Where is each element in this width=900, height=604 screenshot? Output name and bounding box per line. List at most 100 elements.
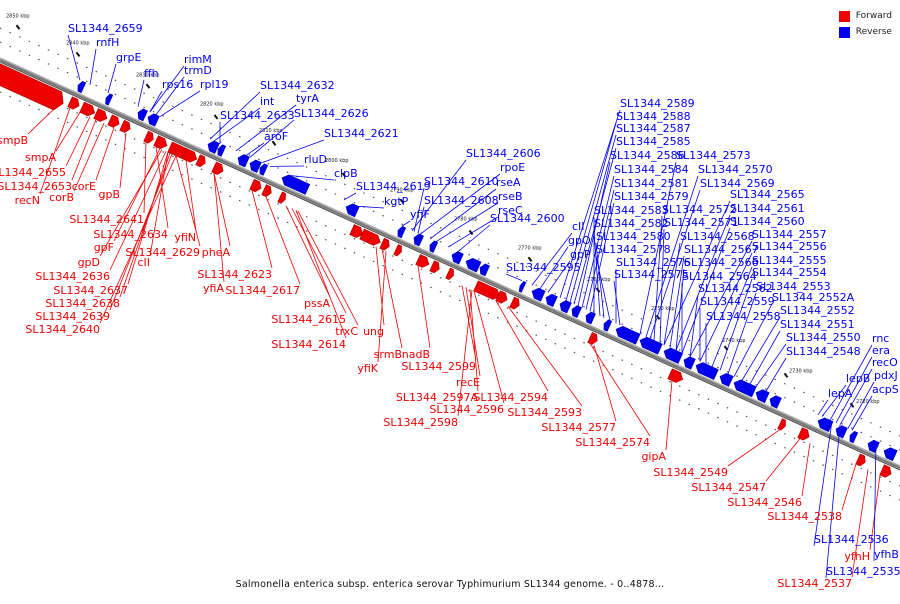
reverse-gene-label[interactable]: SL1344_2589 — [620, 97, 695, 110]
reverse-gene-label[interactable]: rseB — [498, 190, 523, 203]
reverse-gene-label[interactable]: SL1344_2659 — [68, 22, 143, 35]
forward-gene-label[interactable]: corB — [49, 191, 74, 204]
reverse-gene-label[interactable]: lepA — [828, 387, 853, 400]
reverse-gene-label[interactable]: SL1344_2572 — [662, 203, 737, 216]
forward-gene-label[interactable]: gpF — [94, 241, 114, 254]
forward-gene[interactable] — [144, 131, 156, 144]
reverse-gene-label[interactable]: SL1344_2633 — [220, 109, 295, 122]
forward-gene-label[interactable]: SL1344_2577 — [541, 421, 616, 434]
forward-gene-label[interactable]: recE — [456, 376, 480, 389]
reverse-gene-label[interactable]: clpB — [334, 167, 358, 180]
reverse-gene-label[interactable]: SL1344_2632 — [260, 79, 335, 92]
reverse-gene-label[interactable]: rpoE — [500, 161, 525, 174]
reverse-gene-label[interactable]: SL1344_2565 — [730, 188, 805, 201]
reverse-gene[interactable] — [602, 319, 612, 331]
forward-gene[interactable] — [778, 419, 788, 431]
reverse-gene-label[interactable]: SL1344_2535 — [826, 565, 900, 578]
reverse-gene-label[interactable]: SL1344_2551 — [780, 318, 855, 331]
reverse-gene-label[interactable]: SL1344_2554 — [752, 266, 827, 279]
reverse-gene-label[interactable]: gpO — [568, 234, 591, 247]
reverse-gene-label[interactable]: SL1344_2567 — [684, 243, 759, 256]
reverse-gene[interactable] — [866, 438, 880, 452]
forward-gene-label[interactable]: SL1344_2640 — [25, 323, 100, 336]
reverse-gene[interactable] — [146, 112, 160, 126]
forward-gene-label[interactable]: trxC — [335, 325, 358, 338]
reverse-gene-label[interactable]: SL1344_2570 — [698, 163, 773, 176]
reverse-gene-label[interactable]: SL1344_2566 — [684, 256, 759, 269]
reverse-gene-label[interactable]: SL1344_2550 — [786, 331, 861, 344]
forward-gene-label[interactable]: SL1344_2596 — [429, 403, 504, 416]
forward-gene-label[interactable]: SL1344_2594 — [473, 391, 548, 404]
reverse-gene-label[interactable]: rluD — [304, 153, 327, 166]
forward-gene-label[interactable]: SL1344_2617 — [225, 284, 300, 297]
forward-gene-label[interactable]: corE — [72, 180, 96, 193]
reverse-gene[interactable] — [682, 355, 696, 369]
forward-gene-label[interactable]: SL1344_2638 — [45, 297, 120, 310]
reverse-gene-label[interactable]: SL1344_2578 — [596, 243, 671, 256]
forward-gene-label[interactable]: pssA — [304, 297, 330, 310]
reverse-gene-label[interactable]: pdxJ — [874, 369, 898, 382]
reverse-gene-label[interactable]: rps16 — [162, 78, 193, 91]
reverse-gene-label[interactable]: gpP — [570, 248, 591, 261]
forward-gene-label[interactable]: SL1344_2598 — [383, 416, 458, 429]
reverse-gene-label[interactable]: SL1344_2580 — [596, 230, 671, 243]
forward-gene[interactable] — [108, 115, 122, 129]
forward-gene-label[interactable]: pheA — [202, 246, 231, 259]
reverse-gene-label[interactable]: recO — [872, 356, 898, 369]
reverse-gene[interactable] — [570, 304, 582, 317]
forward-gene-label[interactable]: yfiN — [174, 231, 196, 244]
reverse-gene-label[interactable]: SL1344_2552A — [772, 291, 855, 304]
forward-gene[interactable] — [446, 268, 456, 280]
reverse-gene-label[interactable]: SL1344_2573 — [676, 149, 751, 162]
forward-gene-label[interactable]: smpA — [25, 151, 56, 164]
reverse-gene[interactable] — [206, 139, 220, 153]
reverse-gene-label[interactable]: trmD — [184, 64, 212, 77]
forward-gene-label[interactable]: SL1344_2636 — [35, 270, 110, 283]
reverse-gene-label[interactable]: yfiF — [410, 208, 430, 221]
reverse-gene[interactable] — [412, 233, 424, 246]
forward-gene-label[interactable]: SL1344_2546 — [727, 496, 802, 509]
reverse-gene-label[interactable]: SL1344_2558 — [706, 310, 781, 323]
reverse-gene-label[interactable]: SL1344_2584 — [614, 163, 689, 176]
reverse-gene-label[interactable]: SL1344_2619 — [356, 180, 431, 193]
forward-gene[interactable] — [510, 297, 522, 310]
forward-gene[interactable] — [430, 261, 442, 274]
reverse-gene-label[interactable]: SL1344_2560 — [730, 215, 805, 228]
reverse-gene-label[interactable]: kgtP — [384, 195, 409, 208]
forward-gene[interactable] — [798, 428, 812, 442]
reverse-gene-label[interactable]: rseA — [496, 176, 521, 189]
reverse-gene-label[interactable]: SL1344_2606 — [466, 147, 541, 160]
reverse-gene[interactable] — [396, 225, 406, 237]
forward-gene-label[interactable]: SL1344_2614 — [271, 338, 346, 351]
forward-gene-label[interactable]: cII — [137, 256, 150, 269]
reverse-gene-label[interactable]: SL1344_2595 — [506, 261, 581, 274]
reverse-gene[interactable] — [768, 394, 782, 408]
reverse-gene[interactable] — [450, 250, 464, 264]
forward-gene-label[interactable]: SL1344_2599 — [401, 360, 476, 373]
forward-gene-label[interactable]: SL1344_2634 — [93, 228, 168, 241]
reverse-gene-label[interactable]: SL1344_2586 — [610, 149, 685, 162]
forward-gene-label[interactable]: yfiK — [357, 362, 378, 375]
reverse-gene-label[interactable]: SL1344_2587 — [616, 122, 691, 135]
reverse-gene-label[interactable]: SL1344_2583 — [594, 204, 669, 217]
forward-gene[interactable] — [588, 332, 600, 345]
forward-gene-label[interactable]: SL1344_2637 — [53, 284, 128, 297]
reverse-gene-label[interactable]: SL1344_2600 — [490, 212, 565, 225]
reverse-gene-label[interactable]: rpl19 — [200, 78, 229, 91]
forward-gene-label[interactable]: gpB — [98, 188, 120, 201]
forward-gene-label[interactable]: smpB — [0, 134, 28, 147]
reverse-gene-label[interactable]: SL1344_2585 — [616, 135, 691, 148]
forward-gene-label[interactable]: SL1344_2623 — [197, 268, 272, 281]
forward-gene-label[interactable]: SL1344_2655 — [0, 166, 66, 179]
reverse-gene-label[interactable]: SL1344_2579 — [614, 190, 689, 203]
reverse-gene-label[interactable]: acpS — [872, 383, 899, 396]
reverse-gene-label[interactable]: rnfH — [96, 36, 119, 49]
forward-gene-label[interactable]: srmB — [374, 348, 402, 361]
forward-gene-label[interactable]: yfiA — [203, 282, 224, 295]
reverse-gene[interactable] — [518, 281, 526, 293]
reverse-gene-label[interactable]: SL1344_2559 — [700, 295, 775, 308]
forward-gene-label[interactable]: gpD — [78, 256, 100, 269]
reverse-gene-label[interactable]: int — [260, 95, 275, 108]
